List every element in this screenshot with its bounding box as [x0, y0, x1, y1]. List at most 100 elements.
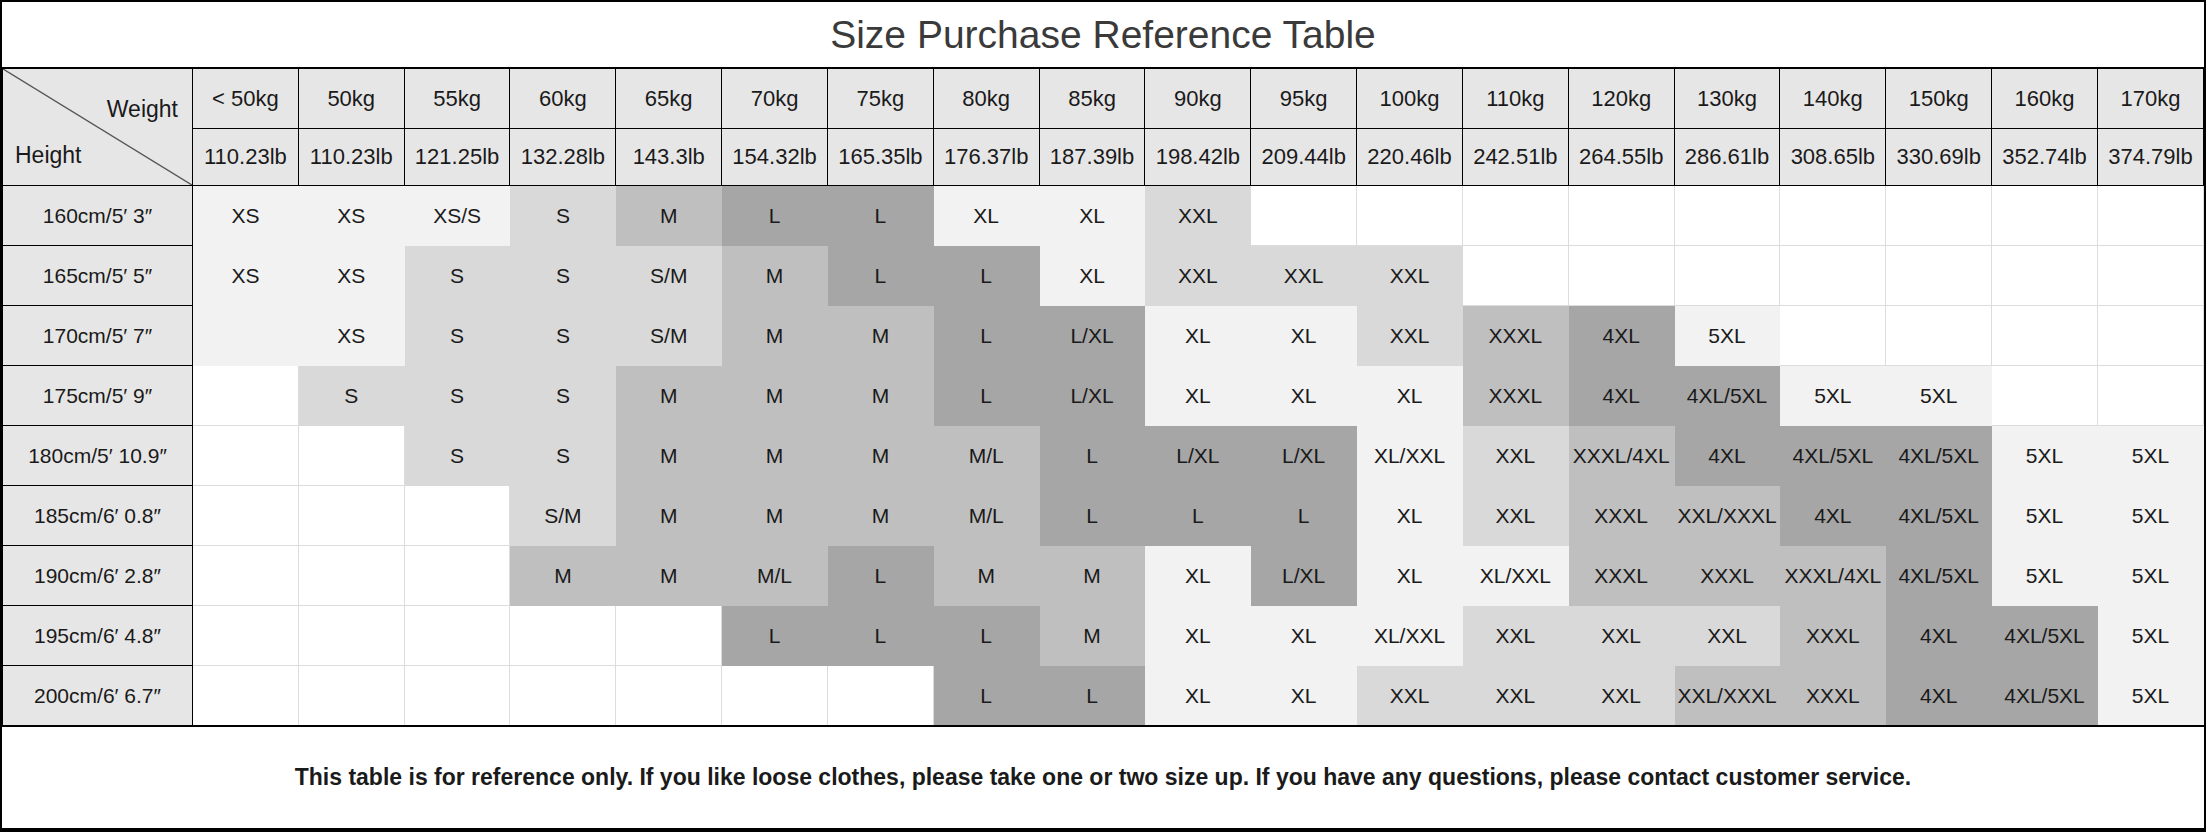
size-cell: XXXL [1462, 306, 1568, 366]
size-cell: 4XL [1568, 306, 1674, 366]
size-cell: 5XL [1886, 366, 1992, 426]
size-cell [193, 366, 299, 426]
weight-lb-header-cell: 132.28lb [510, 129, 616, 186]
size-cell [2097, 246, 2203, 306]
size-cell: XXL [1674, 606, 1780, 666]
weight-lb-header-cell: 110.23lb [193, 129, 299, 186]
size-cell: XXL [1568, 606, 1674, 666]
size-cell: L/XL [1039, 366, 1145, 426]
table-row: 185cm/6′ 0.8″S/MMMMM/LLLLXLXXLXXXLXXL/XX… [3, 486, 2204, 546]
size-cell: L [933, 666, 1039, 727]
height-header-cell: 165cm/5′ 5″ [3, 246, 193, 306]
weight-lb-header-cell: 121.25lb [404, 129, 510, 186]
height-header-cell: 190cm/6′ 2.8″ [3, 546, 193, 606]
size-cell: XXL [1357, 666, 1463, 727]
size-cell: M [616, 186, 722, 246]
size-cell: S [510, 306, 616, 366]
weight-lb-header-cell: 154.32lb [722, 129, 828, 186]
size-cell: L [1145, 486, 1251, 546]
size-cell: XXL [1568, 666, 1674, 727]
size-cell: M [722, 246, 828, 306]
weight-lb-header-cell: 165.35lb [827, 129, 933, 186]
size-cell: XXXL [1674, 546, 1780, 606]
size-cell: XXXL/4XL [1780, 546, 1886, 606]
size-cell: L [722, 606, 828, 666]
size-cell [1992, 306, 2098, 366]
size-cell: M [1039, 546, 1145, 606]
size-cell [1251, 186, 1357, 246]
size-cell: S/M [616, 246, 722, 306]
size-cell: M [616, 546, 722, 606]
size-cell: 4XL [1886, 606, 1992, 666]
weight-lb-header-cell: 286.61lb [1674, 129, 1780, 186]
size-cell: 5XL [2097, 426, 2203, 486]
weight-kg-header-cell: 95kg [1251, 68, 1357, 129]
size-cell: M/L [722, 546, 828, 606]
size-cell: XXL [1462, 426, 1568, 486]
size-cell: XXL [1357, 246, 1463, 306]
size-cell [1780, 306, 1886, 366]
table-row: 165cm/5′ 5″XSXSSSS/MMLLXLXXLXXLXXL [3, 246, 2204, 306]
size-cell: S [404, 306, 510, 366]
size-cell: XXL/XXXL [1674, 486, 1780, 546]
weight-kg-header-cell: 160kg [1992, 68, 2098, 129]
size-cell: M [616, 426, 722, 486]
size-cell [298, 666, 404, 727]
table-row: 175cm/5′ 9″SSSMMMLL/XLXLXLXLXXXL4XL4XL/5… [3, 366, 2204, 426]
size-cell: L [1039, 666, 1145, 727]
size-cell: XS [298, 306, 404, 366]
size-cell: S [404, 426, 510, 486]
size-cell: M [933, 546, 1039, 606]
size-cell: L [933, 366, 1039, 426]
size-cell: 5XL [1674, 306, 1780, 366]
size-cell: M [722, 486, 828, 546]
size-cell [1357, 186, 1463, 246]
size-cell: M [827, 306, 933, 366]
size-cell: 4XL/5XL [1674, 366, 1780, 426]
size-cell: XXL [1462, 606, 1568, 666]
size-cell: XL [1039, 186, 1145, 246]
size-cell: 4XL [1780, 486, 1886, 546]
size-cell: 4XL [1886, 666, 1992, 727]
size-cell [1780, 186, 1886, 246]
size-cell: M [1039, 606, 1145, 666]
size-cell [193, 486, 299, 546]
size-cell: 5XL [2097, 486, 2203, 546]
size-cell: L [722, 186, 828, 246]
size-cell: XL [1357, 546, 1463, 606]
size-cell [2097, 186, 2203, 246]
size-cell: M/L [933, 426, 1039, 486]
size-cell [2097, 306, 2203, 366]
size-cell [1780, 246, 1886, 306]
height-header-cell: 175cm/5′ 9″ [3, 366, 193, 426]
weight-lb-header-cell: 264.55lb [1568, 129, 1674, 186]
size-cell: XL/XXL [1357, 426, 1463, 486]
weight-kg-header-cell: 55kg [404, 68, 510, 129]
size-cell: L/XL [1251, 426, 1357, 486]
size-cell [1886, 306, 1992, 366]
size-cell: M [722, 366, 828, 426]
size-cell: 5XL [1780, 366, 1886, 426]
weight-kg-header-cell: 170kg [2097, 68, 2203, 129]
weight-lb-header-cell: 187.39lb [1039, 129, 1145, 186]
size-cell [404, 546, 510, 606]
weight-lb-header-cell: 198.42lb [1145, 129, 1251, 186]
size-cell: XL/XXL [1357, 606, 1463, 666]
weight-kg-header-cell: 100kg [1357, 68, 1463, 129]
size-cell: XXL/XXXL [1674, 666, 1780, 727]
size-cell [1992, 186, 2098, 246]
size-cell: XL [1145, 666, 1251, 727]
size-cell: S [510, 426, 616, 486]
height-header-cell: 200cm/6′ 6.7″ [3, 666, 193, 727]
weight-kg-header-cell: 120kg [1568, 68, 1674, 129]
size-cell: XS [193, 246, 299, 306]
size-cell: XL [1251, 366, 1357, 426]
size-cell: XL/XXL [1462, 546, 1568, 606]
size-cell: L/XL [1251, 546, 1357, 606]
size-cell: L [827, 186, 933, 246]
size-cell: 5XL [2097, 546, 2203, 606]
size-cell: M [827, 486, 933, 546]
size-cell: M [616, 366, 722, 426]
size-cell: S [510, 246, 616, 306]
size-cell [1992, 246, 2098, 306]
